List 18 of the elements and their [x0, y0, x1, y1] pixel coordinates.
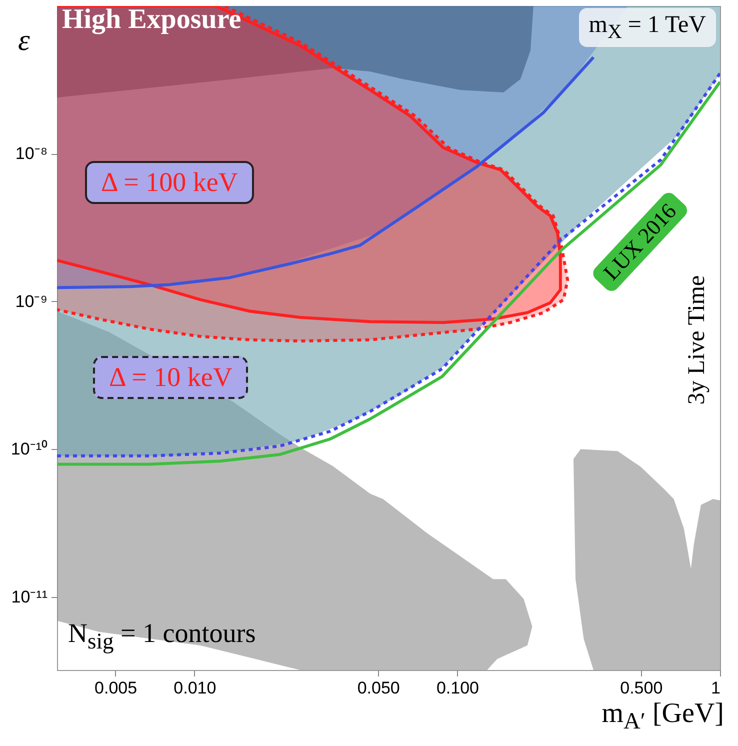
y-tick-label: 10⁻¹⁰	[10, 440, 48, 459]
y-tick-label: 10⁻⁸	[15, 144, 48, 164]
x-tick-label: 0.100	[436, 678, 479, 698]
annotation: High Exposure	[62, 4, 242, 35]
x-tick-label: 1	[711, 678, 720, 698]
y-tick-label: 10⁻⁹	[15, 292, 48, 311]
annotation: N$_{sig}$ = 1 contours	[68, 618, 256, 654]
x-axis-title: m$_{A′}$ [GeV]	[602, 698, 724, 735]
x-tick-label: 0.005	[94, 678, 138, 698]
series-label: Δ = 10 keV	[93, 356, 248, 399]
x-tick-label: 0.010	[174, 678, 216, 698]
series-label: Δ = 100 keV	[85, 161, 254, 204]
annotation: m$_{X}$ = 1 TeV	[578, 8, 716, 47]
y-axis-title: ε	[18, 24, 30, 57]
x-tick-label: 0.500	[620, 678, 663, 698]
x-tick-label: 0.050	[357, 678, 400, 698]
y-tick-label: 10⁻¹¹	[11, 587, 48, 606]
annotation: 3y Live Time	[684, 275, 710, 405]
